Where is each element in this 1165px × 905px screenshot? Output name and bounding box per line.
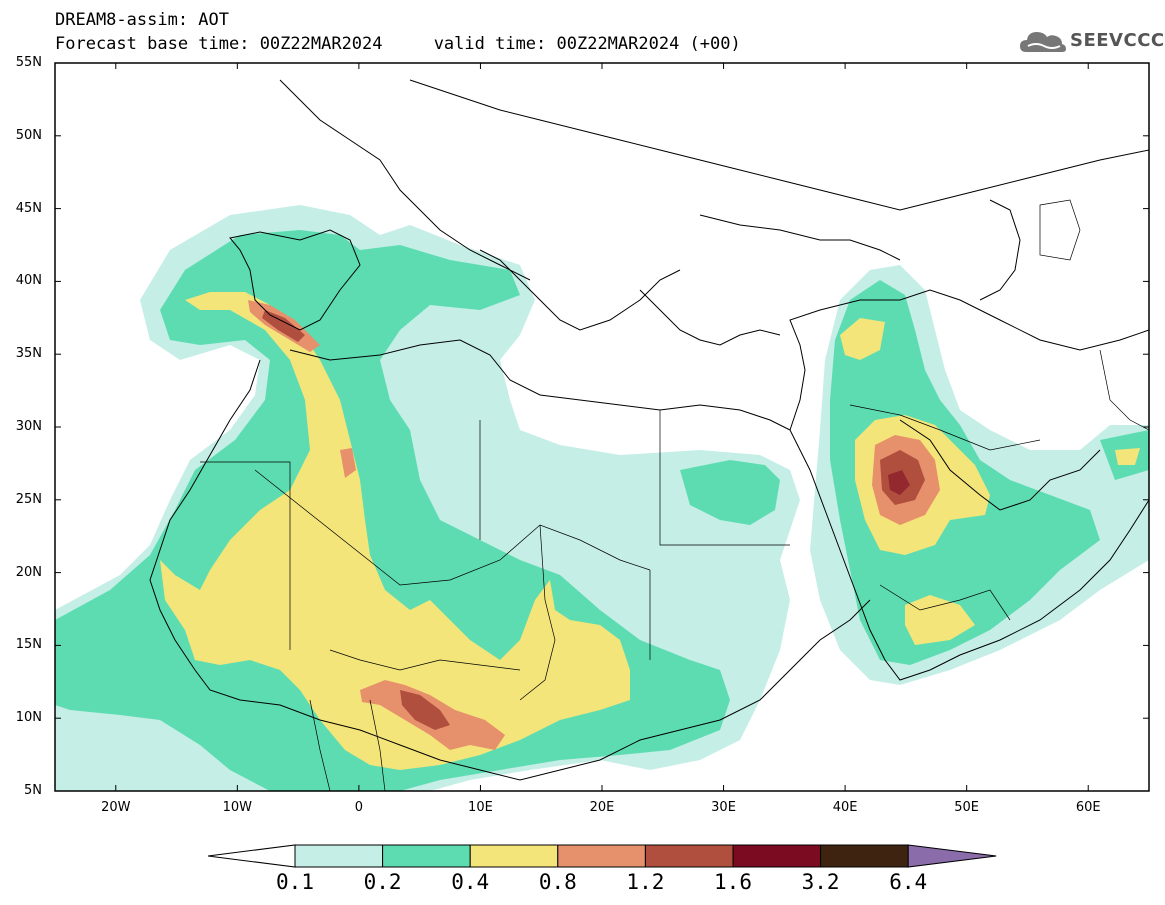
lat-tick-label: 40N (15, 273, 42, 289)
lon-tick-label: 30E (711, 800, 736, 815)
colorbar-box (820, 844, 909, 868)
colorbar-level-label: 0.2 (363, 870, 402, 894)
map-title: DREAM8-assim: AOT (55, 10, 229, 30)
lat-tick-label: 45N (15, 200, 42, 216)
lat-tick-label: 50N (15, 127, 42, 143)
colorbar-level-label: 0.4 (451, 870, 490, 894)
lon-tick-label: 20W (101, 800, 131, 815)
lon-tick-label: 20E (589, 800, 615, 815)
aot-0.4-region (905, 595, 975, 645)
aot-contours (55, 205, 1149, 791)
cloud-icon (1020, 32, 1066, 52)
colorbar-box (557, 844, 646, 868)
lat-tick-label: 30N (15, 419, 42, 434)
colorbar-box (732, 844, 822, 868)
colorbar-level-label: 1.6 (714, 870, 752, 894)
colorbar-level-label: 1.2 (626, 870, 665, 894)
colorbar-under-triangle (207, 844, 296, 868)
colorbar-level-label: 0.8 (538, 870, 577, 894)
lon-tick-label: 40E (832, 800, 858, 815)
colorbar-level-label: 6.4 (889, 870, 928, 894)
seevccc-logo: SEEVCCC (1018, 24, 1164, 58)
lon-tick-label: 10W (222, 800, 253, 815)
colorbar-boxes (294, 844, 997, 868)
colorbar (207, 844, 997, 868)
logo-text: SEEVCCC (1070, 30, 1165, 51)
colorbar-box (644, 844, 734, 868)
lon-tick-label: 60E (1075, 800, 1101, 815)
aot-0.2-region (680, 460, 780, 525)
lat-tick-label: 5N (24, 783, 42, 798)
aot-0.4-region (840, 318, 885, 360)
colorbar-box (469, 844, 559, 868)
lat-tick-label: 55N (15, 55, 42, 70)
colorbar-box (382, 844, 471, 868)
aot-0.4-region (1115, 448, 1140, 465)
lat-tick-label: 35N (15, 346, 42, 362)
aot-1.2-region (400, 690, 450, 730)
lon-tick-label: 0 (354, 800, 364, 815)
country-borders (200, 199, 1149, 791)
colorbar-over-triangle (907, 844, 997, 868)
lat-tick-label: 25N (15, 491, 42, 507)
axis-ticks (55, 62, 1149, 792)
aot-1.6-region (888, 470, 910, 495)
colorbar-level-label: 3.2 (801, 870, 840, 894)
lat-tick-label: 10N (15, 710, 42, 726)
coastlines (149, 79, 1149, 781)
forecast-times: Forecast base time: 00Z22MAR2024 valid t… (55, 34, 741, 54)
colorbar-level-label: 0.1 (276, 870, 314, 894)
aot-0.4-region (160, 292, 630, 770)
lon-tick-label: 50E (954, 800, 980, 815)
colorbar-box (294, 844, 384, 868)
lat-tick-label: 20N (15, 564, 42, 580)
aot-0.8-region (340, 448, 356, 478)
lon-tick-label: 10E (468, 800, 493, 815)
lat-tick-label: 15N (15, 637, 42, 653)
aot-1.2-region (262, 310, 305, 342)
